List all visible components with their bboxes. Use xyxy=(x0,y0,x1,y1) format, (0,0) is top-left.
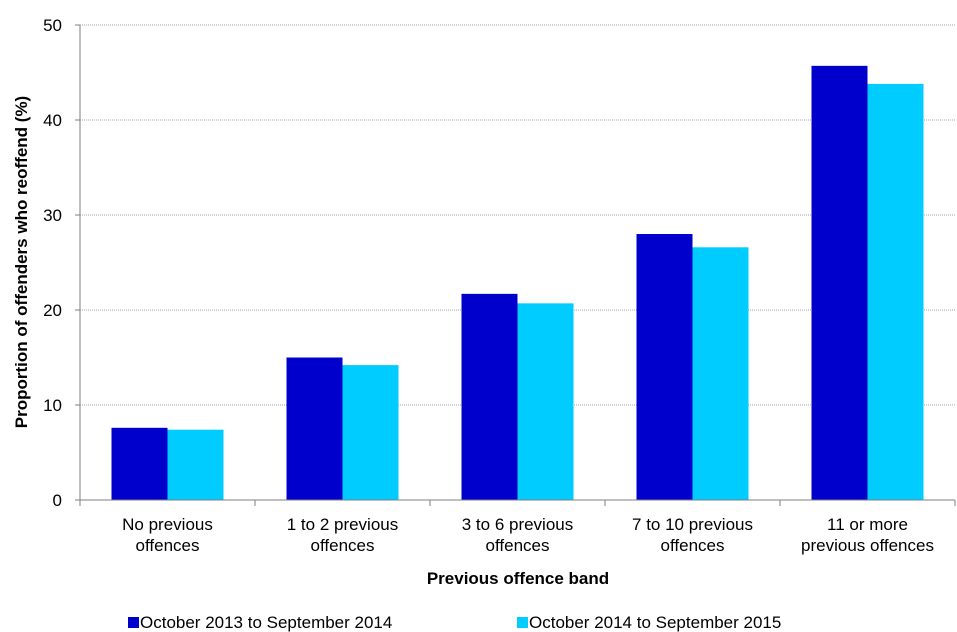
y-axis-title: Proportion of offenders who reoffend (%) xyxy=(12,96,31,428)
x-axis-title: Previous offence band xyxy=(427,569,609,588)
y-tick-labels: 0 10 20 30 40 50 xyxy=(43,16,62,510)
x-tick-label: 3 to 6 previous offences xyxy=(462,515,574,555)
y-tick-label: 0 xyxy=(53,491,62,510)
bars xyxy=(111,65,924,501)
bar-series-1 xyxy=(461,293,518,500)
bar-series-2 xyxy=(167,429,224,500)
bar-series-1 xyxy=(286,357,343,500)
y-tick-label: 20 xyxy=(43,301,62,320)
bar-series-2 xyxy=(517,303,574,500)
y-tick-label: 30 xyxy=(43,206,62,225)
legend: October 2013 to September 2014 October 20… xyxy=(128,613,781,632)
bar-series-1 xyxy=(636,234,693,500)
bar-series-1 xyxy=(111,427,168,500)
legend-swatch xyxy=(517,617,528,628)
y-tick-label: 10 xyxy=(43,396,62,415)
bar-series-1 xyxy=(811,65,868,500)
x-tick-label: No previous offences xyxy=(122,515,213,555)
x-tick-label: 7 to 10 previous offences xyxy=(632,515,753,555)
y-tick-label: 50 xyxy=(43,16,62,35)
x-tick-labels: No previous offences 1 to 2 previous offenc… xyxy=(122,515,934,555)
axes xyxy=(75,24,956,506)
bar-series-2 xyxy=(867,83,924,501)
legend-label: October 2013 to September 2014 xyxy=(140,613,392,632)
legend-label: October 2014 to September 2015 xyxy=(529,613,781,632)
bar-series-2 xyxy=(692,247,749,500)
bar-series-2 xyxy=(342,365,399,500)
legend-swatch xyxy=(128,617,139,628)
x-tick-label: 1 to 2 previous offences xyxy=(287,515,399,555)
x-tick-label: 11 or more previous offences xyxy=(801,515,934,555)
y-tick-label: 40 xyxy=(43,111,62,130)
